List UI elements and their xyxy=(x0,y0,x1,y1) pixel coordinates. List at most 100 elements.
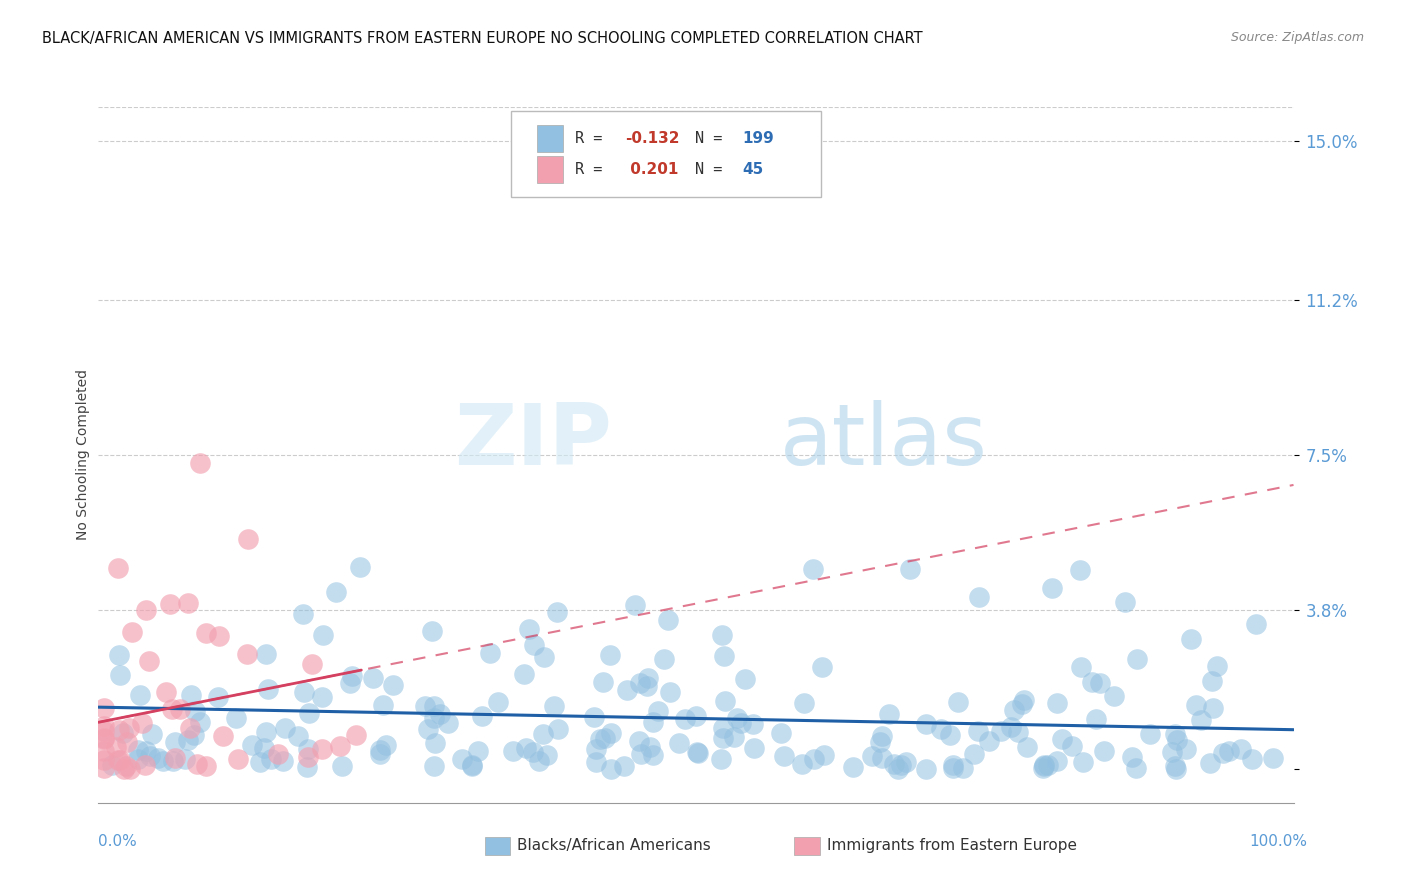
Point xyxy=(1161,745,1184,759)
Text: 100.0%: 100.0% xyxy=(1250,834,1308,849)
Point xyxy=(418,723,440,737)
Text: 0.201: 0.201 xyxy=(626,162,679,178)
Point xyxy=(1164,762,1187,776)
Point xyxy=(1180,632,1202,647)
Point xyxy=(112,762,135,776)
Point xyxy=(292,607,315,622)
Point xyxy=(139,749,162,764)
Point xyxy=(101,758,124,772)
Point xyxy=(803,752,825,766)
Text: 199: 199 xyxy=(742,131,775,146)
Point xyxy=(207,629,229,643)
Point xyxy=(1032,761,1054,775)
Point xyxy=(1015,739,1038,754)
Point xyxy=(271,755,294,769)
Point xyxy=(942,760,965,774)
Point xyxy=(1175,741,1198,756)
Point xyxy=(188,714,211,729)
Point xyxy=(1125,761,1147,775)
Point xyxy=(990,724,1012,739)
Point xyxy=(176,732,198,747)
Point xyxy=(115,759,138,773)
Point xyxy=(1212,746,1234,760)
Point xyxy=(254,725,277,739)
Point xyxy=(668,736,690,750)
Point xyxy=(638,739,661,754)
Point xyxy=(887,762,910,776)
Point xyxy=(685,708,707,723)
Point xyxy=(207,690,229,704)
Point xyxy=(127,752,149,766)
Point xyxy=(297,741,319,756)
Point xyxy=(811,660,834,674)
Point xyxy=(1045,696,1067,710)
Point xyxy=(121,625,143,640)
Text: N =: N = xyxy=(695,131,731,146)
Text: atlas: atlas xyxy=(779,400,987,483)
Point xyxy=(451,752,474,766)
Text: R =: R = xyxy=(575,131,612,146)
Point xyxy=(546,605,568,619)
Point xyxy=(297,749,319,764)
Point xyxy=(1084,712,1107,726)
Point xyxy=(869,735,891,749)
Point xyxy=(146,751,169,765)
Point xyxy=(734,672,756,686)
Point xyxy=(1229,741,1251,756)
Point xyxy=(533,649,555,664)
Point xyxy=(522,746,544,760)
Point xyxy=(413,698,436,713)
Point xyxy=(120,762,142,776)
Point xyxy=(710,752,733,766)
Point xyxy=(361,671,384,685)
Point xyxy=(890,758,912,772)
Point xyxy=(225,711,247,725)
Point xyxy=(111,725,134,739)
Point xyxy=(108,668,131,682)
Text: Blacks/African Americans: Blacks/African Americans xyxy=(517,838,711,853)
Point xyxy=(249,756,271,770)
Point xyxy=(517,622,540,636)
Point xyxy=(93,731,115,746)
Point xyxy=(842,760,865,774)
Point xyxy=(742,741,765,756)
Text: ZIP: ZIP xyxy=(454,400,612,483)
Point xyxy=(641,747,664,762)
Point xyxy=(1199,756,1222,770)
Point xyxy=(713,649,735,664)
Point xyxy=(423,759,446,773)
Point xyxy=(647,704,669,718)
Point xyxy=(266,747,288,762)
Point xyxy=(93,744,115,758)
Point xyxy=(107,753,129,767)
Point xyxy=(184,704,207,718)
Point xyxy=(118,722,141,736)
Point xyxy=(301,657,323,672)
Point xyxy=(368,747,391,761)
Point xyxy=(515,740,537,755)
Point xyxy=(330,759,353,773)
Point xyxy=(979,733,1001,747)
Point xyxy=(437,716,460,731)
Point xyxy=(1000,720,1022,734)
Point xyxy=(93,701,115,715)
Point xyxy=(422,711,444,725)
Point xyxy=(236,532,259,546)
Point xyxy=(1202,700,1225,714)
Point xyxy=(593,731,616,746)
Point xyxy=(311,690,333,705)
Point xyxy=(173,752,195,766)
Point xyxy=(628,676,651,690)
Point xyxy=(658,685,681,699)
Point xyxy=(1164,759,1187,773)
Point xyxy=(349,559,371,574)
Point xyxy=(1011,698,1033,712)
Point xyxy=(547,723,569,737)
Point xyxy=(1092,744,1115,758)
Point xyxy=(382,678,405,692)
Point xyxy=(423,698,446,713)
Point xyxy=(180,688,202,702)
Point xyxy=(1071,755,1094,769)
Point xyxy=(790,756,813,771)
Point xyxy=(467,744,489,758)
